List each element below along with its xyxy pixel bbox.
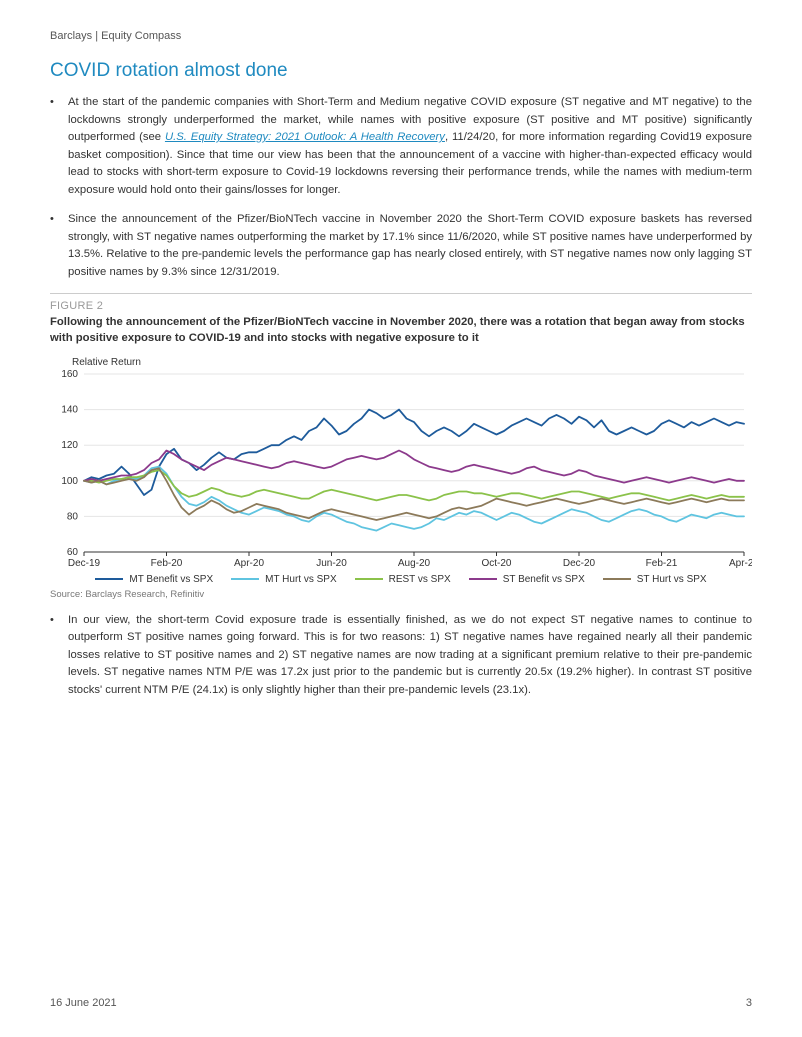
chart-svg: 60 80 100 120 140 160 Dec-19 Feb-20 Apr-20 Jun-20… [50,370,752,570]
svg-text:Aug-20: Aug-20 [398,558,431,569]
svg-text:Feb-21: Feb-21 [646,558,678,569]
legend-label: MT Hurt vs SPX [265,574,337,585]
inline-link[interactable]: U.S. Equity Strategy: 2021 Outlook: A He… [165,131,445,143]
chart-y-axis-title: Relative Return [72,357,752,368]
legend-label: ST Benefit vs SPX [503,574,585,585]
legend-swatch [95,578,123,580]
svg-text:Dec-19: Dec-19 [68,558,101,569]
legend-label: REST vs SPX [389,574,451,585]
legend-swatch [603,578,631,580]
figure-source: Source: Barclays Research, Refinitiv [50,589,752,600]
svg-text:Apr-20: Apr-20 [234,558,264,569]
page: Barclays | Equity Compass COVID rotation… [0,0,802,1037]
svg-text:100: 100 [61,476,78,487]
page-header: Barclays | Equity Compass [50,30,752,42]
svg-text:140: 140 [61,404,78,415]
svg-text:Jun-20: Jun-20 [316,558,347,569]
legend-label: ST Hurt vs SPX [637,574,707,585]
svg-text:60: 60 [67,547,79,558]
page-footer: 16 June 2021 3 [50,997,752,1009]
legend-label: MT Benefit vs SPX [129,574,213,585]
legend-item: MT Benefit vs SPX [95,574,213,585]
svg-text:Apr-21: Apr-21 [729,558,752,569]
bullet-list-bottom: In our view, the short-term Covid exposu… [50,612,752,700]
legend-item: ST Benefit vs SPX [469,574,585,585]
legend-swatch [231,578,259,580]
figure-title: Following the announcement of the Pfizer… [50,314,752,347]
legend-swatch [469,578,497,580]
footer-date: 16 June 2021 [50,997,117,1009]
legend-item: ST Hurt vs SPX [603,574,707,585]
line-chart: Relative Return 60 80 100 120 140 160 Dec-19 Fe… [50,357,752,585]
svg-text:160: 160 [61,370,78,380]
legend-swatch [355,578,383,580]
legend-item: MT Hurt vs SPX [231,574,337,585]
legend-item: REST vs SPX [355,574,451,585]
bullet-list-top: At the start of the pandemic companies w… [50,94,752,281]
figure-label: FIGURE 2 [50,300,752,312]
bullet-item: In our view, the short-term Covid exposu… [68,612,752,700]
svg-text:Feb-20: Feb-20 [151,558,183,569]
footer-page-number: 3 [746,997,752,1009]
svg-text:80: 80 [67,511,79,522]
figure-block: FIGURE 2 Following the announcement of t… [50,293,752,600]
svg-text:Oct-20: Oct-20 [481,558,511,569]
section-title: COVID rotation almost done [50,60,752,82]
svg-text:120: 120 [61,440,78,451]
bullet-item: Since the announcement of the Pfizer/Bio… [68,211,752,281]
svg-text:Dec-20: Dec-20 [563,558,596,569]
bullet-item: At the start of the pandemic companies w… [68,94,752,199]
chart-legend: MT Benefit vs SPX MT Hurt vs SPX REST vs S… [50,574,752,585]
